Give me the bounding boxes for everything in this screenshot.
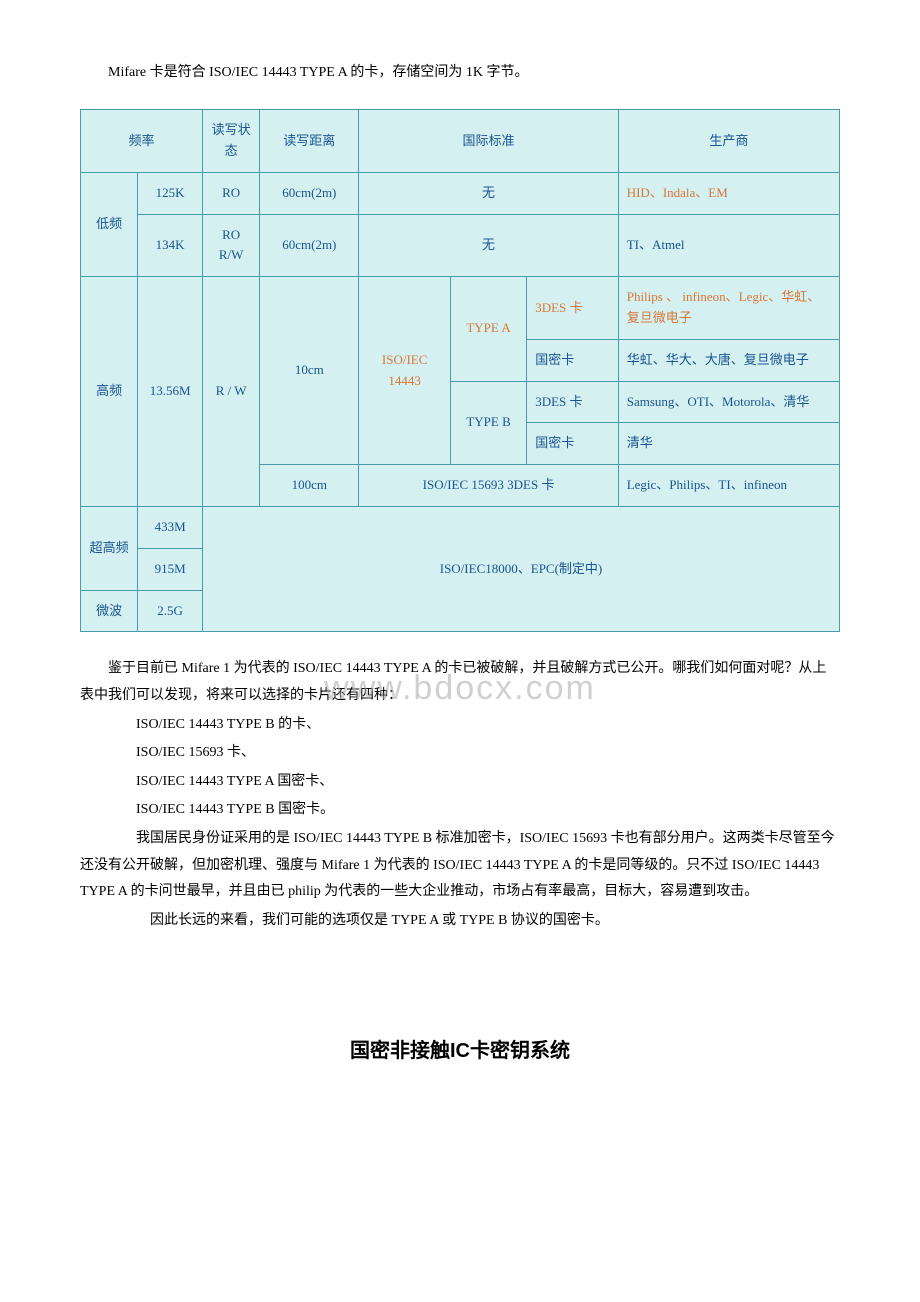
cell-3des-b: 3DES 卡 [527,381,619,423]
frequency-table: 频率 读写状态 读写距离 国际标准 生产商 低频 125K RO 60cm(2m… [80,109,840,632]
cell-uhigh: 超高频 [81,506,138,590]
header-freq: 频率 [81,110,203,173]
cell-hid: HID、Indala、EM [618,172,839,214]
cell-philips: Philips 、 infineon、Legic、华虹、复旦微电子 [618,277,839,340]
cell-10cm: 10cm [260,277,359,465]
cell-25g: 2.5G [138,590,203,632]
cell-60b: 60cm(2m) [260,214,359,277]
list-item-3: ISO/IEC 14443 TYPE A 国密卡、 [80,769,840,796]
table-header-row: 频率 读写状态 读写距离 国际标准 生产商 [81,110,840,173]
table-row: 134K RO R/W 60cm(2m) 无 TI、Atmel [81,214,840,277]
cell-134k: 134K [138,214,203,277]
cell-60a: 60cm(2m) [260,172,359,214]
para-3: 因此长远的来看，我们可能的选项仅是 TYPE A 或 TYPE B 协议的国密卡… [80,908,840,935]
header-rw: 读写状态 [203,110,260,173]
para-1: 鉴于目前已 Mifare 1 为代表的 ISO/IEC 14443 TYPE A… [80,656,840,709]
section-title: 国密非接触IC卡密钥系统 [80,1034,840,1063]
header-vendor: 生产商 [618,110,839,173]
cell-guomi-a: 国密卡 [527,339,619,381]
list-item-4: ISO/IEC 14443 TYPE B 国密卡。 [80,797,840,824]
cell-micro: 微波 [81,590,138,632]
cell-typeb: TYPE B [450,381,526,465]
cell-legic: Legic、Philips、TI、infineon [618,465,839,507]
cell-915: 915M [138,548,203,590]
cell-125k: 125K [138,172,203,214]
intro-text: Mifare 卡是符合 ISO/IEC 14443 TYPE A 的卡，存储空间… [80,60,840,85]
cell-iso18000: ISO/IEC18000、EPC(制定中) [203,506,840,631]
table-row: 低频 125K RO 60cm(2m) 无 HID、Indala、EM [81,172,840,214]
cell-typea: TYPE A [450,277,526,381]
cell-iso15693: ISO/IEC 15693 3DES 卡 [359,465,618,507]
cell-highfreq: 高频 [81,277,138,507]
list-item-2: ISO/IEC 15693 卡、 [80,740,840,767]
header-std: 国际标准 [359,110,618,173]
cell-3des-a: 3DES 卡 [527,277,619,340]
table-container: www.bdocx.com 频率 读写状态 读写距离 国际标准 生产商 低频 1… [80,109,840,632]
cell-none-b: 无 [359,214,618,277]
cell-ro: RO [203,172,260,214]
cell-huahong: 华虹、华大、大唐、复旦微电子 [618,339,839,381]
cell-lowfreq: 低频 [81,172,138,276]
cell-iso14443: ISO/IEC 14443 [359,277,451,465]
para-2: 我国居民身份证采用的是 ISO/IEC 14443 TYPE B 标准加密卡，I… [80,826,840,906]
cell-none-a: 无 [359,172,618,214]
cell-samsung: Samsung、OTI、Motorola、清华 [618,381,839,423]
cell-rw: R / W [203,277,260,507]
cell-100cm: 100cm [260,465,359,507]
cell-rorw: RO R/W [203,214,260,277]
cell-433: 433M [138,506,203,548]
cell-guomi-b: 国密卡 [527,423,619,465]
cell-1356: 13.56M [138,277,203,507]
header-dist: 读写距离 [260,110,359,173]
table-row: 超高频 433M ISO/IEC18000、EPC(制定中) [81,506,840,548]
table-row: 高频 13.56M R / W 10cm ISO/IEC 14443 TYPE … [81,277,840,340]
cell-tsinghua: 清华 [618,423,839,465]
list-item-1: ISO/IEC 14443 TYPE B 的卡、 [80,712,840,739]
cell-ti: TI、Atmel [618,214,839,277]
